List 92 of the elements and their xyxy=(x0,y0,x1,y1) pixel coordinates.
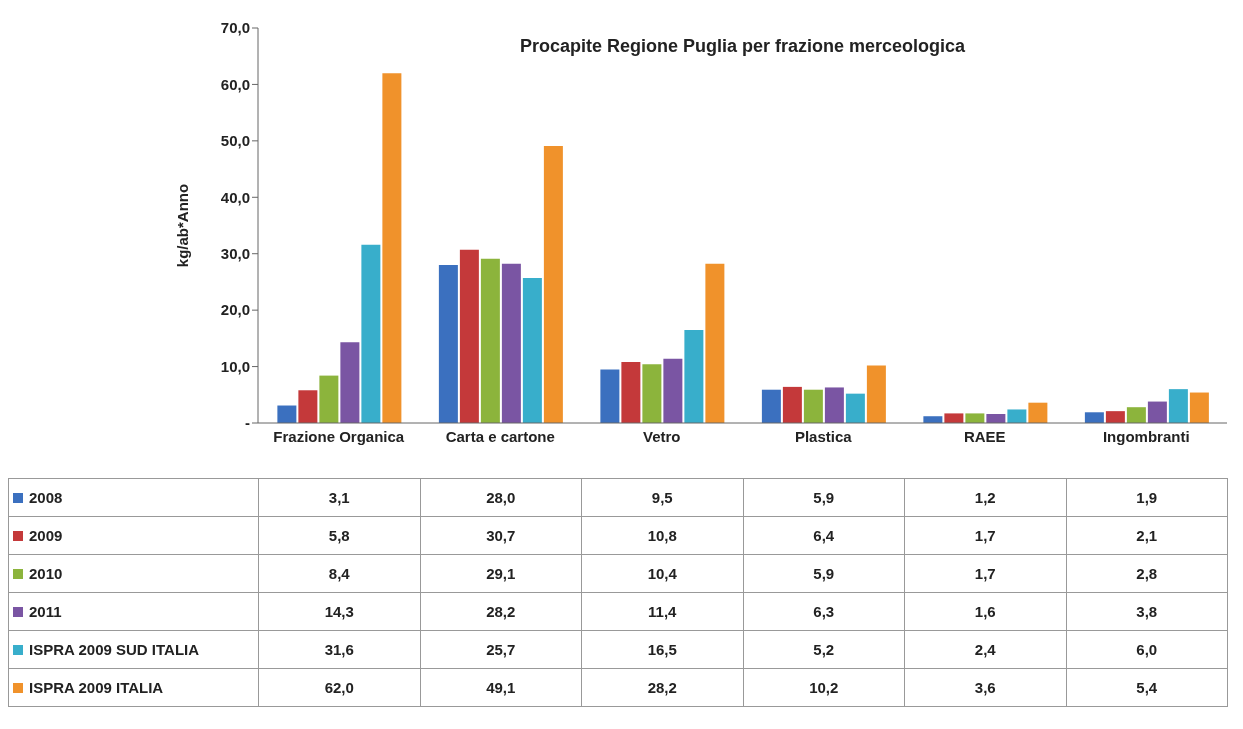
legend-label: 2009 xyxy=(8,516,259,555)
bar xyxy=(459,249,479,423)
data-label: 5,4 xyxy=(1066,668,1228,707)
data-label: 10,2 xyxy=(743,668,905,707)
data-label: 5,2 xyxy=(743,630,905,669)
bar xyxy=(480,258,500,423)
data-label: 2,4 xyxy=(904,630,1066,669)
data-label: 3,6 xyxy=(904,668,1066,707)
y-tick-label: 70,0 xyxy=(220,19,250,37)
data-label: 62,0 xyxy=(258,668,420,707)
data-label: 49,1 xyxy=(420,668,582,707)
bar xyxy=(705,263,725,423)
data-label: 16,5 xyxy=(581,630,743,669)
data-label: 1,2 xyxy=(904,478,1066,517)
bar xyxy=(382,73,402,423)
bar xyxy=(277,405,297,423)
data-label: 5,8 xyxy=(258,516,420,555)
bar xyxy=(340,342,360,423)
data-label: 14,3 xyxy=(258,592,420,631)
bar xyxy=(621,362,641,423)
bar xyxy=(642,364,662,423)
y-tick-label: 50,0 xyxy=(220,132,250,150)
data-label: 3,8 xyxy=(1066,592,1228,631)
legend-label: ISPRA 2009 ITALIA xyxy=(8,668,259,707)
data-label: 1,9 xyxy=(1066,478,1228,517)
y-axis-title: kg/ab*Anno xyxy=(174,183,192,268)
data-label: 1,7 xyxy=(904,516,1066,555)
y-tick-label: - xyxy=(245,414,250,432)
data-label: 28,0 xyxy=(420,478,582,517)
data-label: 2,8 xyxy=(1066,554,1228,593)
data-label: 2,1 xyxy=(1066,516,1228,555)
bar xyxy=(1105,411,1125,423)
bar xyxy=(1147,401,1167,423)
y-tick-label: 20,0 xyxy=(220,301,250,319)
data-label: 30,7 xyxy=(420,516,582,555)
legend-label: 2011 xyxy=(8,592,259,631)
bar xyxy=(845,393,865,423)
data-label: 6,0 xyxy=(1066,630,1228,669)
data-label: 6,4 xyxy=(743,516,905,555)
data-label: 31,6 xyxy=(258,630,420,669)
x-tick-label: Carta e cartone xyxy=(445,427,555,445)
bar xyxy=(663,358,683,423)
bar xyxy=(600,369,620,423)
x-tick-label: Frazione Organica xyxy=(273,427,405,445)
data-label: 5,9 xyxy=(743,554,905,593)
bar xyxy=(965,413,985,423)
bar xyxy=(1168,389,1188,423)
bar xyxy=(1189,392,1209,423)
bar xyxy=(761,389,781,423)
data-label: 25,7 xyxy=(420,630,582,669)
data-label: 5,9 xyxy=(743,478,905,517)
data-label: 28,2 xyxy=(581,668,743,707)
data-label: 9,5 xyxy=(581,478,743,517)
legend-label: 2010 xyxy=(8,554,259,593)
bar xyxy=(361,244,381,423)
y-tick-label: 30,0 xyxy=(220,245,250,263)
data-label: 1,7 xyxy=(904,554,1066,593)
bar xyxy=(438,265,458,423)
y-tick-label: 40,0 xyxy=(220,188,250,206)
bar xyxy=(1028,402,1048,423)
bar xyxy=(824,387,844,423)
legend-label: 2008 xyxy=(8,478,259,517)
y-tick-label: 10,0 xyxy=(220,357,250,375)
bar xyxy=(1007,409,1027,423)
data-label: 10,8 xyxy=(581,516,743,555)
data-label: 6,3 xyxy=(743,592,905,631)
bar xyxy=(944,413,964,423)
bar xyxy=(803,389,823,423)
x-tick-label: Plastica xyxy=(794,427,853,445)
data-label: 8,4 xyxy=(258,554,420,593)
x-tick-label: Vetro xyxy=(642,427,681,445)
bar xyxy=(319,375,339,423)
y-tick-label: 60,0 xyxy=(220,75,250,93)
bar xyxy=(684,329,704,423)
bar xyxy=(298,390,318,423)
bar xyxy=(866,365,886,423)
data-label: 10,4 xyxy=(581,554,743,593)
legend-label: ISPRA 2009 SUD ITALIA xyxy=(8,630,259,669)
data-label: 11,4 xyxy=(581,592,743,631)
x-tick-label: RAEE xyxy=(963,427,1006,445)
bar xyxy=(501,263,521,423)
x-tick-label: Ingombranti xyxy=(1102,427,1190,445)
data-label: 29,1 xyxy=(420,554,582,593)
bar xyxy=(543,145,563,423)
bar xyxy=(1126,407,1146,423)
bar xyxy=(1084,412,1104,423)
data-label: 28,2 xyxy=(420,592,582,631)
data-label: 3,1 xyxy=(258,478,420,517)
bar xyxy=(782,386,802,423)
data-label: 1,6 xyxy=(904,592,1066,631)
chart-title: Procapite Regione Puglia per frazione merceologica xyxy=(518,36,967,57)
bar xyxy=(522,277,542,423)
